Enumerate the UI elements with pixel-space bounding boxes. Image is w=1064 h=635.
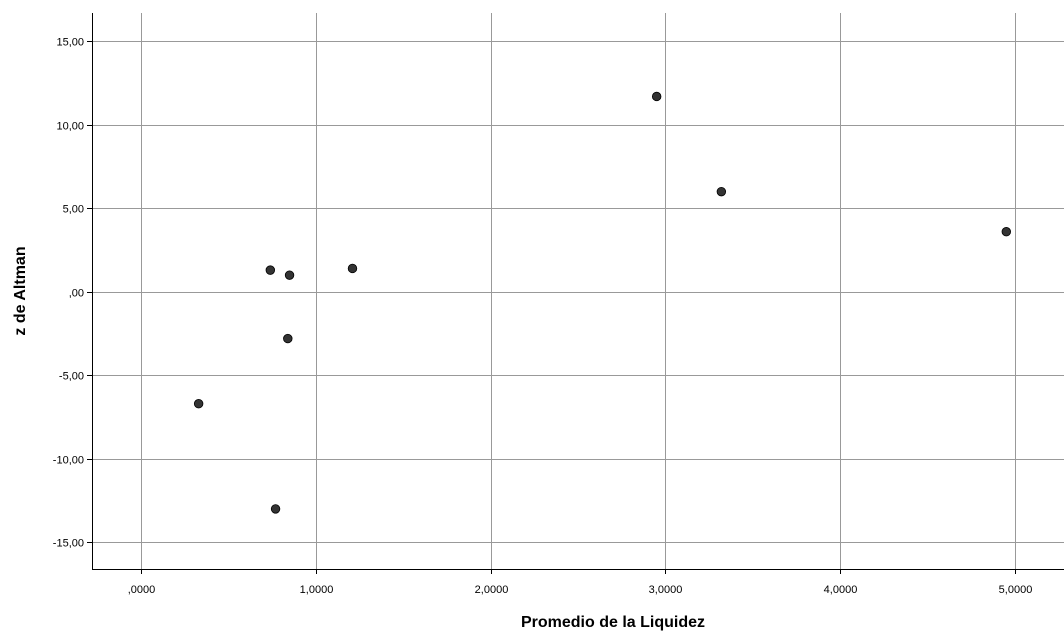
grid-lines (92, 13, 1064, 569)
scatter-point (716, 186, 727, 197)
x-tick-label: 4,0000 (824, 584, 858, 596)
y-tick-label: -5,00 (59, 371, 84, 383)
scatter-point (265, 265, 276, 275)
scatter-point (347, 263, 358, 274)
x-tick-label: 2,0000 (475, 584, 509, 596)
x-tick-label: 3,0000 (649, 584, 683, 596)
scatter-point (193, 399, 204, 409)
tick-labels: ,0000 1,0000 2,0000 3,0000 4,0000 5,0000 15,00… (53, 37, 1033, 597)
y-tick-label: ,00 (69, 288, 84, 300)
scatter-point (270, 504, 281, 514)
scatter-point (651, 91, 662, 102)
y-tick-label: 10,00 (56, 121, 84, 133)
data-points (193, 91, 1012, 514)
y-tick-label: -15,00 (53, 538, 84, 550)
x-tick-label: ,0000 (128, 584, 156, 596)
y-tick-label: 15,00 (56, 37, 84, 49)
y-axis-title: z de Altman (12, 246, 29, 335)
axes (87, 13, 1064, 574)
scatter-point (1001, 227, 1012, 237)
y-tick-label: -10,00 (53, 455, 84, 467)
scatter-point (283, 333, 293, 344)
x-axis-title: Promedio de la Liquidez (521, 614, 705, 631)
y-tick-label: 5,00 (63, 204, 84, 216)
scatter-point (284, 270, 295, 280)
x-tick-label: 1,0000 (300, 584, 334, 596)
x-tick-label: 5,0000 (999, 584, 1033, 596)
